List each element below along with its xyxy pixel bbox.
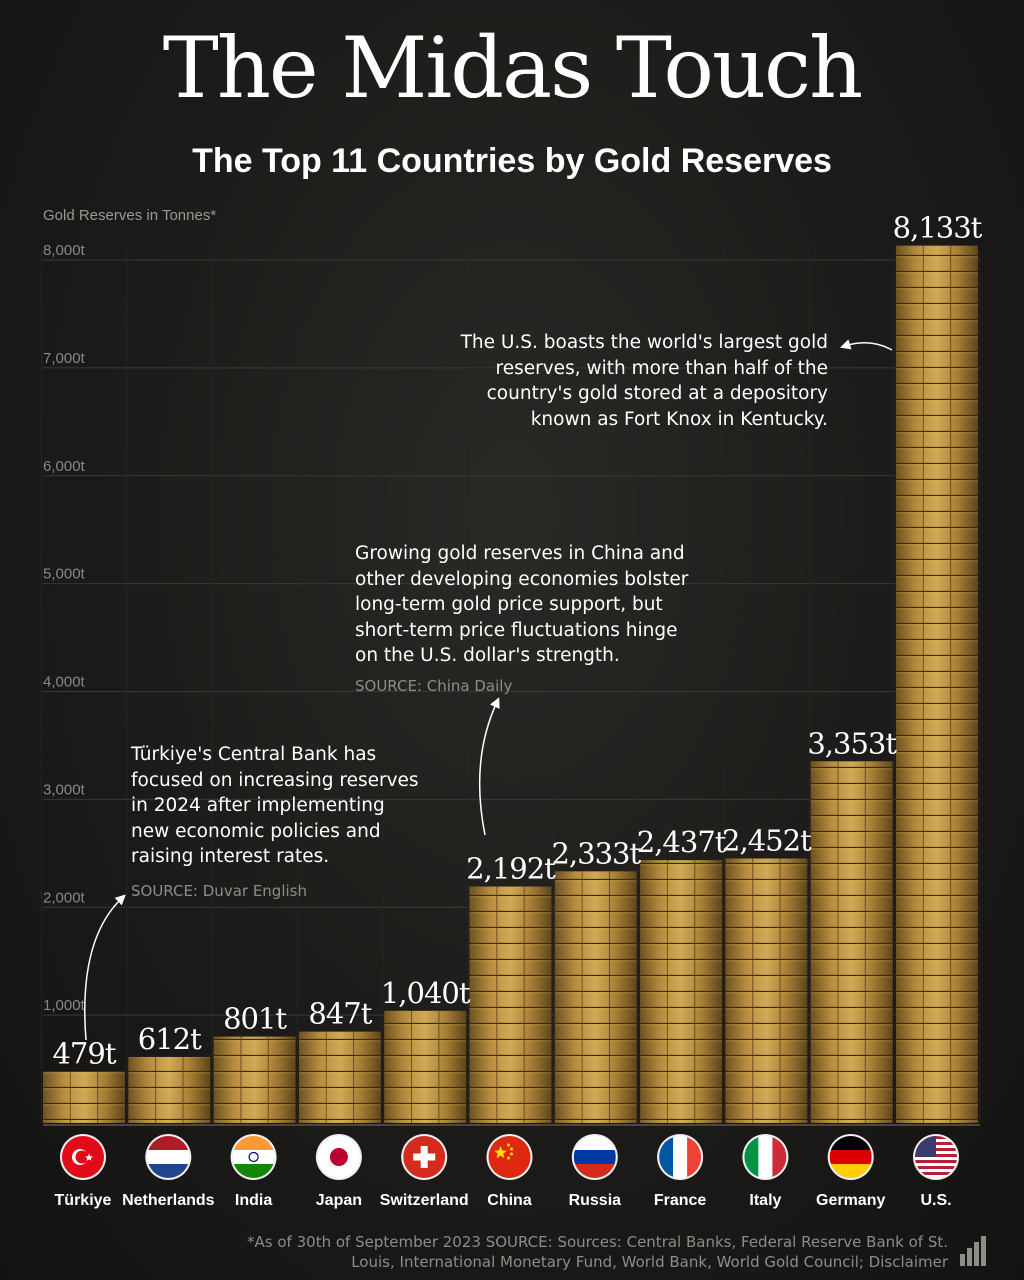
us-annotation-line: known as Fort Knox in Kentucky. <box>530 408 828 430</box>
us-annotation-line: The U.S. boasts the world's largest gold <box>460 332 828 353</box>
bar-russia <box>554 871 637 1123</box>
india-flag-icon <box>230 1134 277 1180</box>
y-tick-label: 7,000t <box>43 350 86 367</box>
china-annotation-line: other developing economies bolster <box>355 568 689 590</box>
china-annotation-line: long-term gold price support, but <box>355 594 663 615</box>
bar-texture <box>469 886 552 1123</box>
y-axis-label: Gold Reserves in Tonnes* <box>43 207 216 224</box>
bars <box>43 245 978 1124</box>
footnote: *As of 30th of September 2023 SOURCE: So… <box>247 1233 948 1271</box>
turkiye-annotation-line: in 2024 after implementing <box>131 795 385 816</box>
bar-texture <box>128 1056 211 1123</box>
country-label: Türkiye <box>55 1192 112 1209</box>
china-annotation: Growing gold reserves in China and other… <box>355 541 775 669</box>
bar-france <box>640 860 723 1123</box>
japan-flag-icon <box>315 1134 362 1180</box>
bar-texture <box>554 871 637 1123</box>
country-label: Russia <box>569 1192 622 1209</box>
data-label: 2,333t <box>551 836 641 870</box>
china-annotation-source: SOURCE: China Daily <box>355 677 513 695</box>
y-tick-label: 8,000t <box>43 242 86 259</box>
china-annotation-line: on the U.S. dollar's strength. <box>355 645 620 666</box>
data-label: 847t <box>308 997 372 1031</box>
bar-texture <box>896 245 978 1124</box>
bar-china <box>469 886 552 1123</box>
bar-india <box>213 1036 296 1123</box>
us-annotation-line: country's gold stored at a depository <box>486 383 828 404</box>
grid-layer <box>41 250 981 1126</box>
y-tick-label: 3,000t <box>43 781 86 798</box>
bar-texture <box>640 860 723 1123</box>
bar-texture <box>810 761 893 1123</box>
y-ticks: 1,000t 2,000t 3,000t 4,000t 5,000t 6,000t 7,00… <box>43 242 86 1014</box>
y-tick-label: 6,000t <box>43 458 86 475</box>
china-annotation-line: Growing gold reserves in China and <box>355 543 685 564</box>
country-label: Switzerland <box>380 1192 469 1209</box>
bar-texture <box>384 1010 467 1123</box>
country-label: U.S. <box>920 1192 951 1209</box>
bar-germany <box>810 761 893 1123</box>
france-flag-icon <box>657 1134 704 1180</box>
bar-japan <box>298 1031 381 1123</box>
turkiye-annotation-line: new economic policies and <box>131 820 381 842</box>
italy-flag-icon <box>742 1134 789 1180</box>
turkiye-annotation-arrow <box>84 894 126 1041</box>
country-label: Japan <box>316 1192 362 1209</box>
turkiye-annotation-line: raising interest rates. <box>131 846 330 867</box>
chart-subtitle: The Top 11 Countries by Gold Reserves <box>192 142 832 180</box>
bar-texture <box>213 1036 296 1123</box>
y-tick-label: 2,000t <box>43 889 86 906</box>
turkiye-annotation: Türkiye's Central Bank has focused on in… <box>131 742 451 870</box>
bar-texture <box>298 1031 381 1123</box>
russia-flag-icon <box>571 1134 618 1180</box>
turkiye-flag-icon <box>60 1134 106 1180</box>
bar-netherlands <box>128 1056 211 1123</box>
y-tick-label: 1,000t <box>43 997 86 1014</box>
country-label: Germany <box>816 1192 885 1209</box>
data-label: 2,452t <box>722 823 812 857</box>
turkiye-annotation-source: SOURCE: Duvar English <box>131 882 307 900</box>
data-label: 8,133t <box>893 211 983 245</box>
data-label: 2,437t <box>637 825 727 859</box>
data-label: 612t <box>138 1022 202 1056</box>
bar-texture <box>725 858 808 1123</box>
netherlands-flag-icon <box>145 1134 192 1180</box>
us-annotation: The U.S. boasts the world's largest gold… <box>420 330 828 432</box>
china-annotation-arrow <box>478 697 500 836</box>
country-label: France <box>654 1192 707 1209</box>
china-annotation-line: short-term price fluctuations hinge <box>355 619 678 641</box>
data-label: 801t <box>223 1002 287 1036</box>
bar-chart-icon <box>960 1236 986 1266</box>
data-label: 479t <box>52 1036 116 1070</box>
country-label: Italy <box>749 1192 781 1209</box>
data-label: 2,192t <box>466 852 556 886</box>
china-flag-icon <box>486 1134 533 1180</box>
chart-title: The Midas Touch <box>162 19 863 117</box>
data-label: 3,353t <box>807 726 897 760</box>
gold-reserves-chart: Gold Reserves in Tonnes* 1,000t 2,000t 3,0… <box>41 207 984 1209</box>
germany-flag-icon <box>827 1134 874 1180</box>
turkiye-annotation-line: focused on increasing reserves <box>131 769 419 791</box>
country-label: India <box>235 1192 272 1209</box>
data-label: 1,040t <box>381 976 471 1010</box>
flags <box>60 1134 959 1180</box>
bar-texture <box>43 1071 125 1123</box>
country-label: Netherlands <box>122 1192 215 1209</box>
bar-trkiye <box>43 1071 125 1123</box>
y-tick-label: 5,000t <box>43 566 86 583</box>
country-label: China <box>487 1192 532 1209</box>
bar-switzerland <box>384 1010 467 1123</box>
country-labels: Türkiye Netherlands India Japan Switzerland C… <box>55 1192 952 1209</box>
y-tick-label: 4,000t <box>43 674 86 691</box>
bar-us <box>896 245 978 1124</box>
switzerland-flag-icon <box>401 1134 448 1180</box>
us-flag-icon <box>913 1134 959 1180</box>
bar-italy <box>725 858 808 1123</box>
turkiye-annotation-line: Türkiye's Central Bank has <box>131 744 377 765</box>
us-annotation-arrow <box>839 339 893 351</box>
data-labels: 479t 612t 801t 847t 1,040t 2,192t2,333t2,437t… <box>52 211 983 1071</box>
us-annotation-line: reserves, with more than half of the <box>495 357 828 379</box>
